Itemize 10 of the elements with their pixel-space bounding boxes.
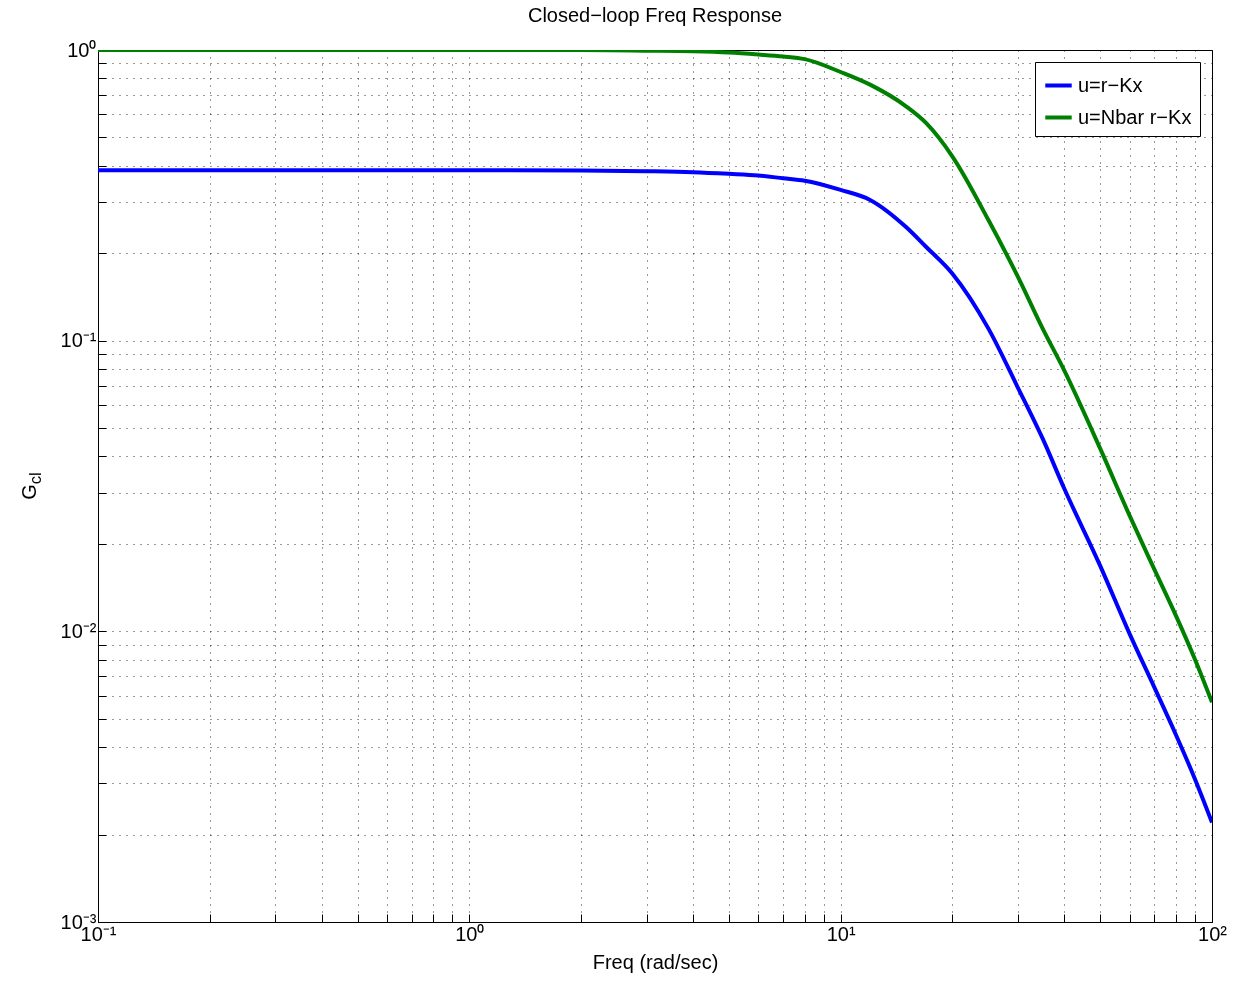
y-tick-label: 10⁰ [67, 38, 97, 61]
x-tick-label: 10⁰ [455, 922, 485, 945]
x-tick-label: 10¹ [826, 922, 856, 945]
legend-label: u=r−Kx [1078, 73, 1143, 96]
y-tick-label: 10⁻¹ [60, 329, 97, 352]
legend-label: u=Nbar r−Kx [1078, 105, 1192, 128]
chart-title: Closed−loop Freq Response [527, 4, 783, 26]
x-tick-label: 10² [1198, 922, 1228, 945]
x-axis-title: Freq (rad/sec) [592, 950, 719, 973]
y-tick-label: 10⁻² [60, 619, 97, 642]
